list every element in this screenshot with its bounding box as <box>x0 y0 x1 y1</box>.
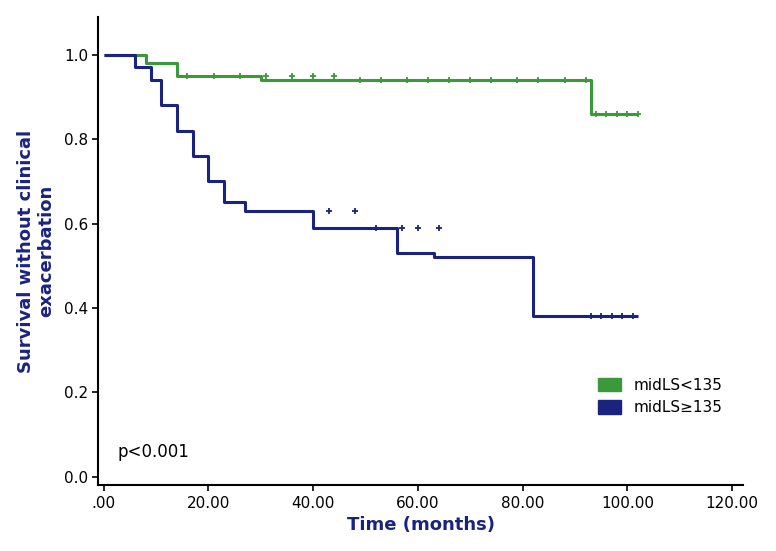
Text: p<0.001: p<0.001 <box>118 443 189 461</box>
Legend: midLS<135, midLS≥135: midLS<135, midLS≥135 <box>592 371 729 422</box>
Y-axis label: Survival without clinical
exacerbation: Survival without clinical exacerbation <box>16 129 55 372</box>
X-axis label: Time (months): Time (months) <box>347 516 494 534</box>
